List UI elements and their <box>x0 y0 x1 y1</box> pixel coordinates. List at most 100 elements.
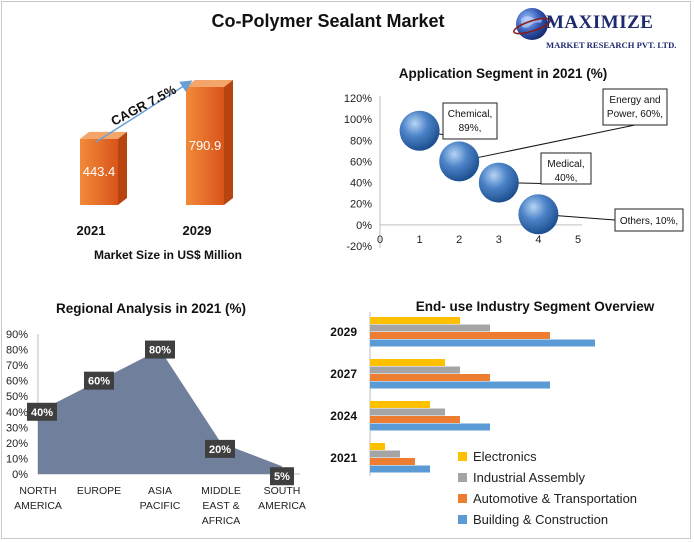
reg-category-label: EAST & <box>202 500 239 512</box>
reg-value-label: 20% <box>209 444 231 456</box>
app-label-leader <box>459 124 636 162</box>
ind-bar <box>370 450 400 458</box>
reg-category-label: AMERICA <box>14 500 62 512</box>
reg-y-tick-label: 0% <box>12 469 28 481</box>
app-y-tick-label: 100% <box>344 114 372 126</box>
app-point-label-box <box>614 208 684 232</box>
reg-y-tick-label: 80% <box>6 345 28 357</box>
ind-bar <box>370 366 460 374</box>
ind-category-label: 2029 <box>330 325 357 339</box>
ind-bar <box>370 458 415 465</box>
legend-swatch <box>458 452 467 461</box>
ind-category-label: 2021 <box>330 451 357 465</box>
reg-category-label: AFRICA <box>202 515 241 527</box>
reg-y-tick-label: 10% <box>6 453 28 465</box>
reg-category-label: AMERICA <box>258 500 306 512</box>
market-bar-top <box>80 131 127 139</box>
reg-category-label: MIDDLE <box>201 485 241 497</box>
market-size-chart: 443.4 2021 790.9 2029 <box>77 80 233 238</box>
app-point-label: Medical, <box>547 159 584 170</box>
app-point-sphere <box>439 141 480 182</box>
reg-category-label: EUROPE <box>77 485 121 497</box>
reg-value-label-box <box>27 402 57 421</box>
reg-category-label: SOUTH <box>264 485 301 497</box>
reg-y-tick-label: 50% <box>6 391 28 403</box>
reg-value-label-box <box>270 467 294 486</box>
cagr-arrow <box>95 80 193 143</box>
ind-bar <box>370 339 595 347</box>
app-point-label-box <box>602 88 668 126</box>
reg-value-label: 40% <box>31 407 53 419</box>
legend-swatch <box>458 473 467 482</box>
ind-bar <box>370 443 385 450</box>
globe-icon <box>513 8 551 40</box>
app-point-label: Chemical, <box>448 109 492 120</box>
reg-value-label: 80% <box>149 345 171 357</box>
market-bar-value-label: 790.9 <box>189 138 222 153</box>
app-point-label: 40%, <box>555 173 578 184</box>
ind-bar <box>370 465 430 473</box>
reg-value-label-box <box>145 340 175 359</box>
ind-bar <box>370 359 445 366</box>
ind-bar <box>370 401 430 408</box>
legend-swatch <box>458 515 467 524</box>
logo-name: MAXIMIZE <box>546 12 654 33</box>
industry-legend: Electronics Industrial Assembly Automotive… <box>458 446 637 530</box>
app-point-label: Power, 60%, <box>607 109 663 120</box>
ind-bar <box>370 332 550 339</box>
legend-label: Industrial Assembly <box>473 470 585 485</box>
app-x-tick-label: 1 <box>417 234 423 246</box>
reg-y-tick-label: 70% <box>6 360 28 372</box>
market-bar-side <box>224 80 233 205</box>
regional-area <box>38 349 282 474</box>
logo-subtitle: MARKET RESEARCH PVT. LTD. <box>546 40 677 50</box>
app-x-tick-label: 0 <box>377 234 383 246</box>
ind-bar <box>370 423 490 431</box>
market-bar-top <box>186 80 233 87</box>
market-size-caption: Market Size in US$ Million <box>94 248 242 262</box>
ind-bar <box>370 324 490 332</box>
app-x-tick-label: 2 <box>456 234 462 246</box>
industry-title: End- use Industry Segment Overview <box>416 299 655 314</box>
cagr-label: CAGR 7.5% <box>108 82 179 129</box>
app-point-label: Others, 10%, <box>620 216 678 227</box>
legend-item: Electronics <box>458 446 637 467</box>
market-bar-side <box>118 131 127 205</box>
app-point-sphere <box>399 110 440 151</box>
reg-category-label: ASIA <box>148 485 172 497</box>
reg-category-label: PACIFIC <box>140 500 181 512</box>
app-y-tick-label: 0% <box>356 220 372 232</box>
ind-bar <box>370 416 460 423</box>
reg-value-label: 5% <box>274 471 290 483</box>
app-y-tick-label: 80% <box>350 135 372 147</box>
app-point-label-box <box>540 152 592 185</box>
app-y-tick-label: 60% <box>350 156 372 168</box>
app-point-label: 89%, <box>459 123 482 134</box>
app-x-tick-label: 3 <box>496 234 502 246</box>
app-y-tick-label: 120% <box>344 93 372 105</box>
app-point-sphere <box>478 162 519 203</box>
reg-y-tick-label: 20% <box>6 438 28 450</box>
legend-label: Electronics <box>473 449 537 464</box>
app-x-tick-label: 5 <box>575 234 581 246</box>
app-point-sphere <box>518 194 559 235</box>
ind-bar <box>370 317 460 324</box>
app-y-tick-label: 20% <box>350 199 372 211</box>
ind-bar <box>370 408 445 416</box>
market-bar-value-label: 443.4 <box>83 164 116 179</box>
reg-y-tick-label: 60% <box>6 376 28 388</box>
legend-label: Automotive & Transportation <box>473 491 638 506</box>
legend-item: Automotive & Transportation <box>458 488 637 509</box>
reg-y-tick-label: 90% <box>6 329 28 341</box>
app-x-tick-label: 4 <box>535 234 541 246</box>
reg-y-tick-label: 30% <box>6 422 28 434</box>
market-bar <box>186 87 224 205</box>
ind-category-label: 2024 <box>330 409 357 423</box>
app-y-tick-label: -20% <box>346 241 372 253</box>
reg-value-label-box <box>205 439 235 458</box>
app-y-tick-label: 40% <box>350 178 372 190</box>
legend-swatch <box>458 494 467 503</box>
legend-item: Industrial Assembly <box>458 467 637 488</box>
